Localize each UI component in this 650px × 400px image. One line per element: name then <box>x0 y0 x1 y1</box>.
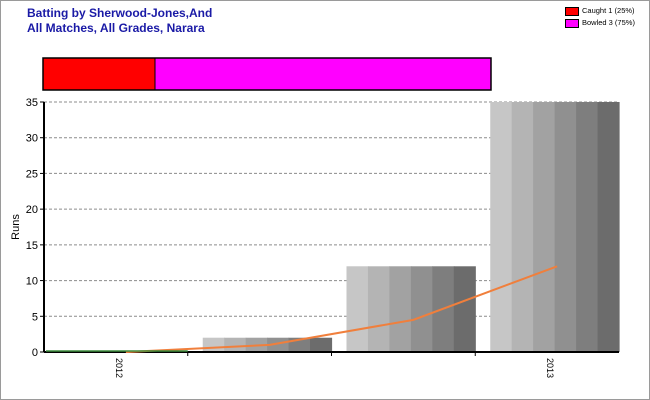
y-axis-label: Runs <box>10 214 22 240</box>
y-tick-label-4: 20 <box>26 204 38 216</box>
dismissal-segment-0 <box>43 58 155 90</box>
bar-2-strip-2 <box>389 266 412 352</box>
dismissal-bar-border <box>42 57 492 91</box>
x-tick-label-3: 2013 <box>545 358 555 378</box>
bar-1-strip-0 <box>202 337 225 352</box>
bar-1-strip-5 <box>310 337 333 352</box>
y-tick-label-1: 5 <box>32 311 38 323</box>
legend-label-caught: Caught 1 (25%) <box>582 6 635 15</box>
legend-swatch-bowled <box>565 19 579 28</box>
legend-label-bowled: Bowled 3 (75%) <box>582 18 635 27</box>
bar-3-strip-5 <box>597 102 620 352</box>
bar-2-strip-3 <box>410 266 433 352</box>
dismissal-segment-1 <box>155 58 491 90</box>
bar-2-strip-0 <box>346 266 369 352</box>
bar-3-strip-1 <box>511 102 534 352</box>
y-tick-label-5: 25 <box>26 168 38 180</box>
legend-swatch-caught <box>565 7 579 16</box>
trend-line <box>125 265 558 353</box>
bar-1-strip-1 <box>224 337 247 352</box>
y-tick-label-2: 10 <box>26 276 38 288</box>
x-tick-label-0: 2012 <box>114 358 124 378</box>
y-tick-label-0: 0 <box>32 347 38 359</box>
bar-3-strip-4 <box>576 102 599 352</box>
chart-title-line-1: Batting by Sherwood-Jones,And <box>27 6 213 20</box>
bar-3-strip-3 <box>554 102 577 352</box>
bar-2-strip-1 <box>367 266 391 352</box>
bar-3-strip-0 <box>490 102 513 352</box>
y-tick-label-3: 15 <box>26 240 38 252</box>
y-tick-label-7: 35 <box>26 97 38 109</box>
bar-3-strip-2 <box>533 102 556 352</box>
bar-1-strip-3 <box>267 337 290 352</box>
chart-title-line-2: All Matches, All Grades, Narara <box>27 21 205 35</box>
bar-2-strip-5 <box>453 266 476 352</box>
y-tick-label-6: 30 <box>26 133 38 145</box>
